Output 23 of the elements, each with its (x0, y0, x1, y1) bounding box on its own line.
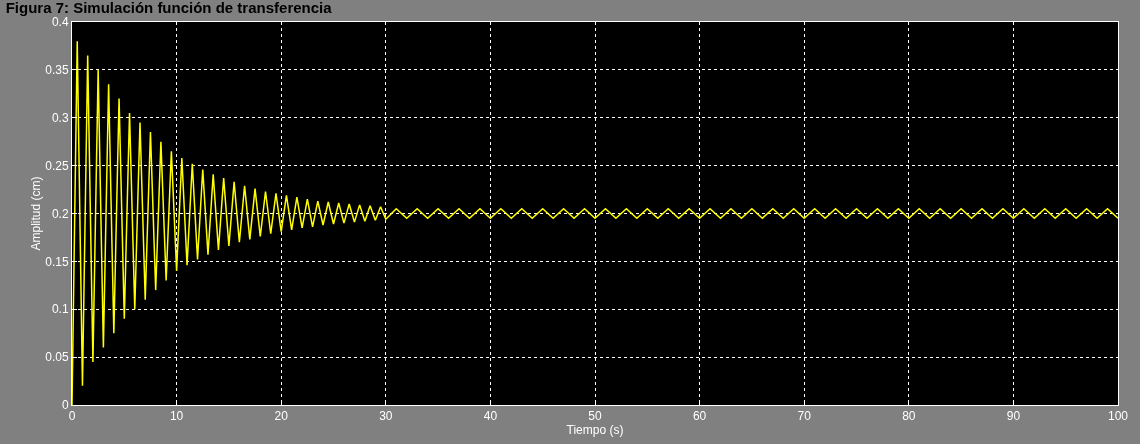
x-tick-label: 50 (588, 409, 602, 424)
chart-title: Figura 7: Simulación función de transferencia (5, 0, 333, 16)
x-tick-label: 60 (692, 409, 707, 424)
y-tick-label: 0.05 (45, 350, 69, 365)
x-tick-label: 10 (169, 409, 184, 424)
x-tick-label: 30 (379, 409, 393, 424)
x-tick-label: 70 (797, 409, 812, 424)
y-tick-label: 0.35 (45, 63, 69, 78)
x-tick-label: 100 (1107, 409, 1129, 424)
y-tick-label: 0.2 (51, 206, 69, 221)
x-axis-title: Tiempo (s) (566, 423, 624, 438)
y-tick-label: 0.3 (51, 110, 69, 125)
y-tick-label: 0.25 (45, 158, 69, 173)
y-tick-label: 0.4 (51, 15, 69, 30)
y-tick-label: 0 (61, 398, 69, 413)
y-tick-label: 0.15 (45, 254, 69, 269)
y-tick-label: 0.1 (51, 302, 69, 317)
x-tick-label: 90 (1006, 409, 1021, 424)
x-tick-label: 20 (274, 409, 289, 424)
line-series (72, 40, 1118, 405)
x-tick-label: 80 (902, 409, 916, 424)
x-tick-label: 40 (483, 409, 498, 424)
y-axis-title: Amplitud (cm) (28, 176, 43, 251)
